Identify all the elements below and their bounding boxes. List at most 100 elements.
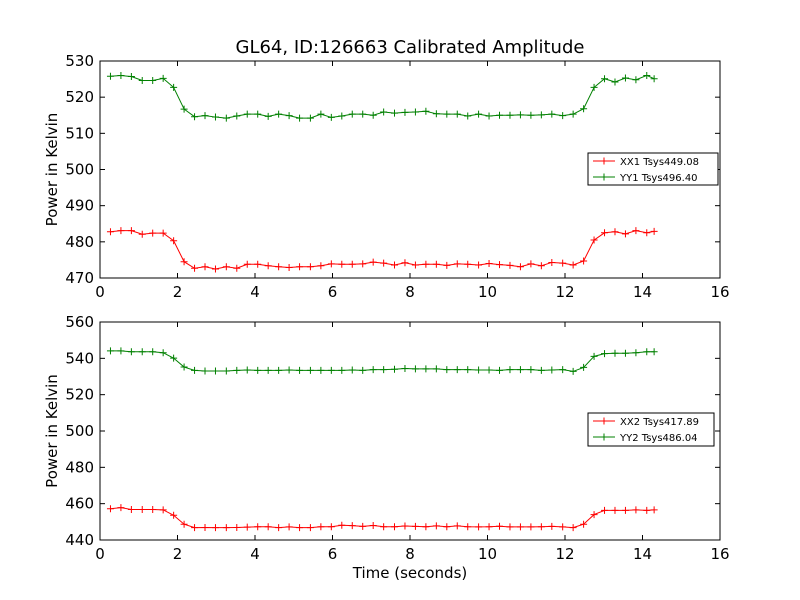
- data-point-marker: [159, 349, 167, 357]
- data-point-marker: [411, 522, 419, 530]
- data-point-marker: [650, 75, 658, 83]
- data-point-marker: [275, 263, 283, 271]
- data-point-marker: [411, 365, 419, 373]
- data-point-marker: [537, 366, 545, 374]
- data-point-marker: [149, 229, 157, 237]
- y-tick-label: 500: [65, 161, 94, 179]
- data-point-marker: [611, 228, 619, 236]
- data-point-marker: [170, 237, 178, 245]
- data-point-marker: [159, 229, 167, 237]
- data-point-marker: [275, 366, 283, 374]
- data-point-marker: [296, 524, 304, 532]
- data-point-marker: [243, 110, 251, 118]
- legend-entry: YY1 Tsys496.40: [619, 173, 698, 184]
- data-point-marker: [117, 504, 125, 512]
- top-axes: 0 2 4 6 8 10 12 14 16 470 480 490 500 510 520 530 Power …: [43, 52, 730, 301]
- data-point-marker: [432, 260, 440, 268]
- data-point-marker: [548, 522, 556, 530]
- data-point-marker: [496, 522, 504, 530]
- data-point-marker: [516, 523, 524, 531]
- data-point-marker: [170, 511, 178, 519]
- data-point-marker: [643, 506, 651, 514]
- data-point-marker: [264, 112, 272, 120]
- data-point-marker: [443, 523, 451, 531]
- legend-entry: YY2 Tsys486.04: [619, 433, 698, 444]
- data-point-marker: [149, 348, 157, 356]
- data-point-marker: [380, 108, 388, 116]
- legend-box: [587, 152, 719, 186]
- data-point-marker: [548, 258, 556, 266]
- x-tick-label: 0: [95, 545, 105, 563]
- legend-entry: XX2 Tsys417.89: [620, 417, 699, 428]
- data-point-marker: [590, 236, 598, 244]
- data-point-marker: [527, 523, 535, 531]
- data-point-marker: [264, 523, 272, 531]
- data-point-marker: [475, 110, 483, 118]
- data-point-marker: [106, 505, 114, 513]
- data-point-marker: [464, 260, 472, 268]
- data-point-marker: [475, 366, 483, 374]
- x-tick-label: 4: [250, 545, 260, 563]
- data-point-marker: [233, 112, 241, 120]
- data-point-marker: [243, 523, 251, 531]
- data-point-marker: [380, 366, 388, 374]
- data-point-marker: [506, 261, 514, 269]
- data-point-marker: [211, 265, 219, 273]
- data-point-marker: [296, 114, 304, 122]
- data-point-marker: [296, 263, 304, 271]
- data-point-marker: [475, 523, 483, 531]
- data-point-marker: [149, 505, 157, 513]
- data-point-marker: [580, 105, 588, 113]
- data-point-marker: [106, 228, 114, 236]
- data-point-marker: [254, 110, 262, 118]
- data-point-marker: [569, 367, 577, 375]
- data-point-marker: [191, 366, 199, 374]
- data-point-marker: [317, 110, 325, 118]
- data-point-marker: [138, 77, 146, 85]
- data-point-marker: [601, 229, 609, 237]
- data-point-marker: [138, 348, 146, 356]
- data-point-marker: [475, 261, 483, 269]
- data-point-marker: [285, 366, 293, 374]
- data-point-marker: [432, 522, 440, 530]
- data-point-marker: [516, 111, 524, 119]
- data-point-marker: [348, 522, 356, 530]
- data-point-marker: [243, 366, 251, 374]
- data-point-marker: [548, 110, 556, 118]
- data-point-marker: [106, 72, 114, 80]
- y-tick-label: 480: [65, 233, 94, 251]
- data-point-marker: [643, 229, 651, 237]
- data-point-marker: [611, 349, 619, 357]
- data-point-marker: [327, 523, 335, 531]
- data-point-marker: [117, 71, 125, 79]
- data-point-marker: [338, 366, 346, 374]
- data-point-marker: [496, 366, 504, 374]
- data-point-marker: [432, 110, 440, 118]
- data-point-marker: [485, 260, 493, 268]
- data-point-marker: [380, 259, 388, 267]
- data-point-marker: [369, 111, 377, 119]
- data-point-marker: [117, 227, 125, 235]
- data-point-marker: [306, 114, 314, 122]
- data-point-marker: [643, 348, 651, 356]
- data-point-marker: [285, 264, 293, 272]
- data-point-marker: [537, 111, 545, 119]
- data-point-marker: [327, 113, 335, 121]
- data-point-marker: [464, 523, 472, 531]
- data-point-marker: [621, 349, 629, 357]
- data-point-marker: [569, 524, 577, 532]
- data-point-marker: [643, 71, 651, 79]
- y-tick-label: 440: [65, 531, 94, 549]
- y-tick-label: 520: [65, 88, 94, 106]
- data-point-marker: [180, 363, 188, 371]
- data-point-marker: [485, 523, 493, 531]
- data-point-marker: [601, 506, 609, 514]
- data-point-marker: [170, 354, 178, 362]
- x-tick-label: 14: [633, 545, 652, 563]
- data-point-marker: [127, 73, 135, 81]
- figure-title: GL64, ID:126663 Calibrated Amplitude: [236, 37, 585, 58]
- data-point-marker: [180, 258, 188, 266]
- legend-marker: [600, 157, 608, 165]
